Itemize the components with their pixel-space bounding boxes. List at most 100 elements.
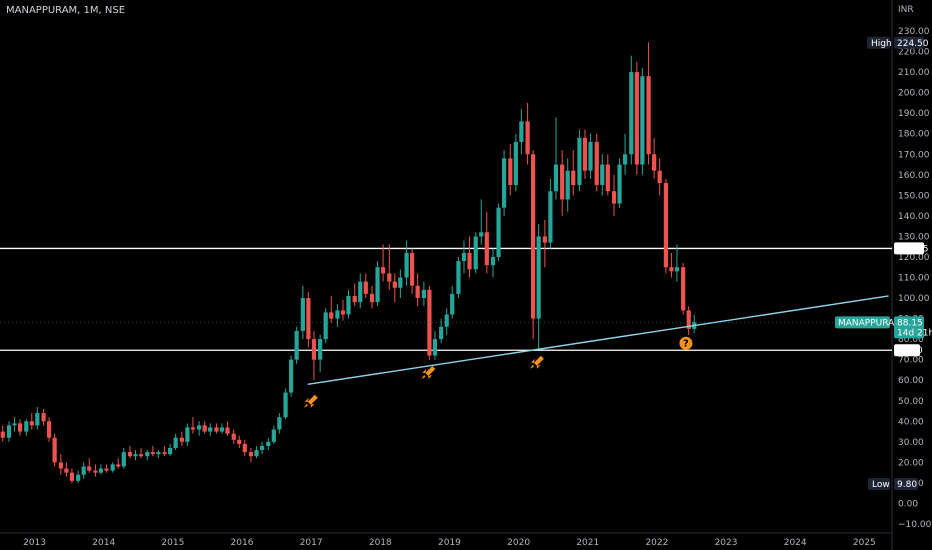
candle-body (484, 232, 489, 266)
candle-body (231, 433, 236, 440)
level-lower-value: 74.60 (897, 346, 923, 356)
candle (657, 158, 662, 196)
candle (17, 419, 23, 436)
candle-body (501, 158, 507, 208)
candle-body (121, 452, 126, 467)
question-icon[interactable]: ? (679, 336, 693, 350)
candle (600, 154, 605, 196)
rocket-icon[interactable] (303, 394, 318, 408)
symbol-badge-price: 88.15 (897, 318, 923, 328)
candle-body (242, 443, 247, 453)
candle-body (289, 359, 294, 393)
y-tick-label: 230.00 (898, 27, 930, 37)
candle-body (64, 468, 69, 473)
candle (311, 330, 317, 381)
candle (560, 150, 565, 216)
candle-body (358, 281, 363, 303)
support-trendline[interactable] (307, 295, 889, 386)
candle (41, 408, 46, 426)
candle-body (525, 121, 530, 155)
trendline-group[interactable] (0, 295, 892, 386)
candle-body (335, 310, 340, 319)
candle (277, 413, 282, 434)
candle-body (605, 164, 610, 192)
rocket-icon[interactable] (421, 365, 436, 379)
candle (421, 281, 426, 307)
candle-body (657, 170, 662, 184)
symbol-title: MANAPPURAM, 1M, NSE (6, 5, 126, 16)
x-tick-label: 2017 (300, 538, 323, 548)
candle-body (421, 289, 426, 299)
candle-body (490, 256, 496, 266)
time-axis[interactable]: 2013 2014 2015 2016 2017 2018 2019 2020 2021 2022… (23, 538, 876, 548)
candle (254, 445, 259, 459)
candle (168, 443, 173, 457)
candle (110, 462, 115, 473)
candle (259, 441, 265, 455)
high-badge: High 224.50 (867, 36, 929, 49)
candle (525, 102, 530, 165)
candle-body (479, 232, 484, 237)
rocket-icon[interactable] (529, 355, 544, 369)
candle (577, 129, 582, 192)
candle (692, 314, 697, 333)
candle (138, 447, 144, 459)
candle-body (686, 310, 691, 329)
candle-body (35, 413, 40, 426)
candle-body (254, 450, 259, 457)
candle-body (375, 267, 380, 303)
candle (617, 158, 622, 208)
candle-body (208, 427, 213, 432)
candle (208, 423, 213, 436)
candle-body (0, 431, 5, 438)
price-axis[interactable]: INR 230.00 220.00 210.00 200.00 190.00 180.00… (898, 5, 932, 530)
candle (145, 450, 150, 461)
y-tick-label: 220.00 (898, 48, 930, 58)
candle-body (46, 421, 52, 438)
symbol-badge-countdown: 14d 21h (897, 328, 932, 338)
candle-body (577, 137, 582, 186)
candle (622, 133, 628, 175)
candle (121, 447, 126, 469)
candle-body (352, 295, 357, 303)
candle-body (473, 236, 478, 270)
candle-body (652, 154, 657, 171)
candle (329, 295, 334, 323)
candle (335, 304, 340, 327)
candle-body (98, 468, 104, 473)
candle-body (41, 413, 46, 422)
y-tick-label: −10.00 (898, 520, 932, 530)
candle-body (259, 445, 265, 451)
candle-body (622, 154, 628, 165)
y-tick-label: 170.00 (898, 150, 930, 160)
candle (444, 308, 449, 336)
candle (375, 261, 380, 307)
candle (289, 355, 294, 397)
candle (646, 42, 651, 165)
x-tick-label: 2014 (92, 538, 115, 548)
candle (467, 236, 472, 278)
candle-body (565, 170, 570, 200)
y-tick-label: 100.00 (898, 294, 930, 304)
candle-body (110, 464, 115, 471)
candle (346, 289, 351, 319)
candle-body (202, 425, 207, 432)
y-tick-label: 200.00 (898, 89, 930, 99)
candle (484, 211, 489, 274)
candle-body (646, 76, 651, 155)
candle (93, 464, 98, 477)
x-tick-label: 2018 (369, 538, 392, 548)
candle (248, 447, 254, 463)
candle-body (508, 158, 513, 186)
candle (508, 143, 513, 196)
candle-body (93, 470, 98, 473)
candle-body (179, 437, 184, 442)
x-tick-label: 2021 (576, 538, 599, 548)
candle (306, 291, 311, 348)
candle (432, 330, 438, 360)
candle-body (58, 462, 63, 469)
candle (501, 150, 507, 216)
x-tick-label: 2025 (853, 538, 876, 548)
y-tick-label: 150.00 (898, 191, 930, 201)
